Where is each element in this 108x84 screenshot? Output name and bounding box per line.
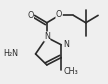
Text: N: N	[63, 40, 69, 49]
Text: CH₃: CH₃	[63, 67, 78, 76]
Text: O: O	[27, 11, 33, 20]
Text: N: N	[44, 32, 50, 41]
Text: O: O	[56, 10, 62, 19]
Text: H₂N: H₂N	[3, 49, 18, 58]
